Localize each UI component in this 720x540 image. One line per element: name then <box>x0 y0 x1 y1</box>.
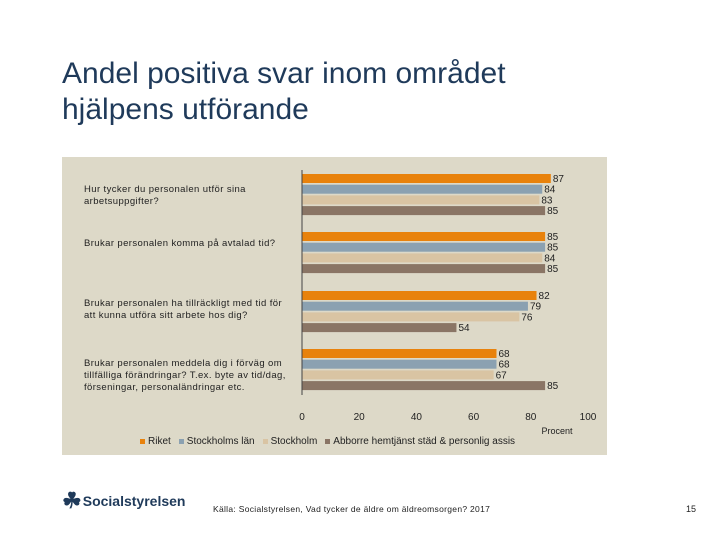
legend-item-stockholms-lan: Stockholms län <box>178 436 255 447</box>
bar-3-series-2 <box>302 301 528 311</box>
data-label-1-series-2: 84 <box>544 185 556 196</box>
data-label-4-series-1: 68 <box>498 349 510 360</box>
bar-2-series-4 <box>302 264 546 274</box>
data-label-2-series-1: 85 <box>547 232 559 243</box>
legend-swatch-stockholm <box>262 439 268 444</box>
x-tick-label-100: 100 <box>580 412 597 423</box>
bar-4-series-2 <box>302 359 497 369</box>
bar-3-series-3 <box>302 312 520 322</box>
slide-title: Andel positiva svar inom området hjälpen… <box>62 56 506 128</box>
page-number: 15 <box>686 504 697 514</box>
slide-title-line1: Andel positiva svar inom området <box>62 57 506 90</box>
legend-label-stockholm: Stockholm <box>270 436 318 447</box>
bar-1-series-1 <box>302 174 551 183</box>
data-label-3-series-2: 79 <box>530 302 542 313</box>
legend-item-riket: Riket <box>140 436 171 447</box>
data-label-1-series-3: 83 <box>541 195 553 206</box>
bar-1-series-3 <box>302 195 540 205</box>
bar-4-series-1 <box>302 349 497 358</box>
legend-swatch-abborre <box>325 439 331 444</box>
data-label-4-series-2: 68 <box>498 360 510 371</box>
data-label-2-series-3: 84 <box>544 253 556 264</box>
x-tick-label-0: 0 <box>299 412 305 423</box>
source-note: Källa: Socialstyrelsen, Vad tycker de äl… <box>213 504 491 514</box>
legend-label-riket: Riket <box>148 436 171 447</box>
socialstyrelsen-emblem-icon: ☘ <box>62 488 82 514</box>
data-label-3-series-1: 82 <box>539 291 551 302</box>
category-label-4: Brukar personalen meddela dig i förväg o… <box>84 358 286 393</box>
category-label-1: Hur tycker du personalen utför sina arbe… <box>84 184 246 207</box>
legend-swatch-stockholms-lan <box>178 439 184 444</box>
data-label-4-series-3: 67 <box>496 370 508 381</box>
legend-label-abborre: Abborre hemtjänst städ & personlig assis <box>333 436 516 447</box>
bar-2-series-1 <box>302 232 546 241</box>
bar-3-series-1 <box>302 291 537 300</box>
bar-4-series-3 <box>302 370 494 380</box>
bar-1-series-4 <box>302 206 546 216</box>
bar-4-series-4 <box>302 381 546 391</box>
data-label-3-series-4: 54 <box>458 323 470 334</box>
data-label-4-series-4: 85 <box>547 381 559 392</box>
bar-3-series-4 <box>302 323 457 333</box>
data-label-1-series-1: 87 <box>553 174 565 185</box>
x-tick-label-60: 60 <box>468 412 480 423</box>
legend-swatch-riket <box>140 439 145 444</box>
data-label-2-series-4: 85 <box>547 264 559 275</box>
bar-2-series-2 <box>302 242 546 252</box>
legend-label-stockholms-lan: Stockholms län <box>186 436 255 447</box>
x-tick-label-20: 20 <box>354 412 366 423</box>
logo-text: Socialstyrelsen <box>82 493 186 509</box>
category-label-3: Brukar personalen ha tillräckligt med ti… <box>84 298 283 321</box>
data-label-1-series-4: 85 <box>547 206 559 217</box>
x-tick-label-40: 40 <box>411 412 423 423</box>
chart-legend: Riket Stockholms län Stockholm Abborre h… <box>140 436 515 447</box>
bar-1-series-2 <box>302 184 543 194</box>
legend-item-abborre: Abborre hemtjänst städ & personlig assis <box>325 436 515 447</box>
x-tick-label-80: 80 <box>525 412 537 423</box>
slide-title-line2: hjälpens utförande <box>62 93 309 126</box>
legend-item-stockholm: Stockholm <box>262 436 318 447</box>
category-label-2: Brukar personalen komma på avtalad tid? <box>84 238 276 249</box>
bar-2-series-3 <box>302 253 543 263</box>
x-axis-label: Procent <box>541 426 573 436</box>
socialstyrelsen-logo: ☘ Socialstyrelsen <box>62 488 185 514</box>
data-label-3-series-3: 76 <box>521 312 533 323</box>
data-label-2-series-2: 85 <box>547 243 559 254</box>
